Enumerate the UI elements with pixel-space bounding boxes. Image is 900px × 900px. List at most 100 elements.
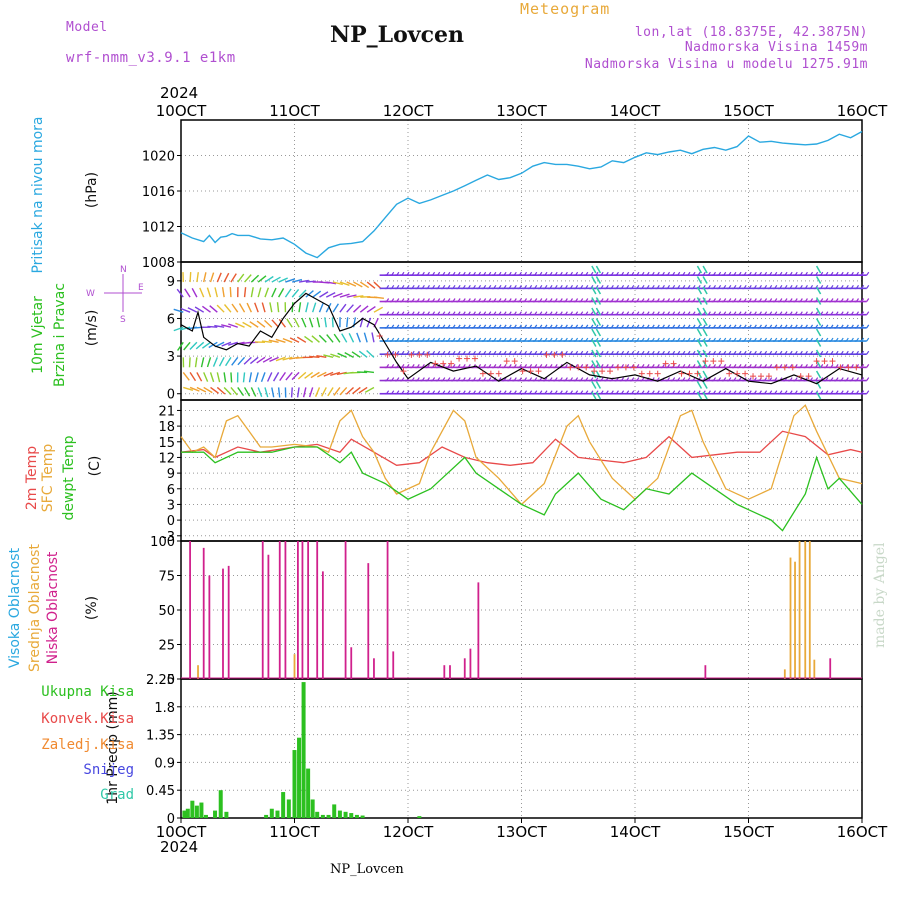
legend-convective: Konvek.Kisa [41,711,134,727]
wind-barb [278,318,286,328]
year-bottom-label: 2024 [160,838,199,856]
wind-barb [696,391,703,400]
wind-barb [261,340,272,343]
wind-barb [330,371,341,376]
wind-barb [254,302,259,313]
wind-barb [279,371,286,382]
wind-barb [702,391,708,400]
wind-barb [324,317,327,328]
wind-barb [246,302,253,313]
wind-barb [595,381,602,389]
wind-barb [302,387,307,398]
legend-freezing: Zaledj.Kisa [41,737,134,753]
wind-barb [271,287,277,298]
x-tick-label-top: 13OCT [496,102,547,120]
y-tick-label: 18 [158,420,175,435]
wind-barb [366,281,376,289]
coords-label: lon,lat (18.8375E, 42.3875N) [634,25,868,40]
wind-barb [223,272,230,283]
precip-bar [343,811,348,818]
wind-barb [277,387,281,398]
wind-barb [223,304,232,313]
wind-barb [271,319,280,328]
wind-barb [206,357,212,368]
wind-barb [268,339,279,343]
wind-barb [243,387,251,397]
wind-barb [216,386,226,395]
y-tick-label: -3 [162,530,175,545]
wind-barb [366,349,375,358]
wind-barb [815,328,822,337]
precip-bar [286,799,291,818]
wind-barb [595,276,602,284]
wind-barb [866,324,870,329]
wind-barb [316,371,327,378]
precip-bar [315,811,320,818]
wind-barb [345,386,355,395]
y-tick-label: 0 [167,388,175,403]
wind-barb [344,351,354,358]
wind-barb [183,386,194,391]
wind-barb [298,302,302,313]
wind-barb [189,341,198,350]
precip-bar [306,768,311,818]
wind-barb [221,341,232,347]
y-tick-label: 2.25 [146,673,175,688]
x-tick-label-bottom: 15OCT [723,823,774,841]
wind-barb [291,288,300,298]
wind-barb [696,370,703,379]
precip-bar [326,814,331,818]
wind-barb [223,372,227,383]
wind-barb [282,356,293,361]
wind-barb [815,265,822,274]
wind-barb [595,328,602,337]
precip-bar [349,813,354,818]
wind-barb [216,304,225,313]
wind-barb [260,372,266,383]
wind-barb [595,286,602,295]
y-tick-label: 1012 [142,221,175,236]
wind-barb [257,387,263,398]
y-tick-label: 15 [158,436,175,451]
wind-barb [264,275,274,283]
wind-barb [285,371,293,381]
wind-barb [238,303,246,313]
wind-barb [182,371,190,381]
wind-barb [173,326,184,332]
wind-barb [261,302,266,313]
compass-s-label: S [120,315,126,322]
wind-barb [308,317,314,328]
wind-barb [373,296,384,299]
wind-barb [200,357,205,368]
wind-barb [249,321,259,328]
wind-barb [216,372,221,383]
wind-barb [189,386,200,392]
wind-barb [373,306,384,313]
wind-barb [346,294,357,298]
wind-barb [591,265,597,274]
wind-barb [209,272,215,283]
wind-barb [591,381,597,389]
year-top-label: 2024 [160,84,199,102]
y-tick-label: 0.9 [154,756,175,771]
wind-barb [230,372,233,383]
x-tick-label-top: 14OCT [610,102,661,120]
wind-barb [702,318,708,326]
x-tick-label-bottom: 16OCT [837,823,888,841]
wind-barb [327,387,334,397]
wind-barb [264,287,270,298]
wind-barb [180,326,191,331]
precip-bar [297,737,302,818]
wind-barb [235,322,245,328]
model-altitude-label: Nadmorska Visina u modelu 1275.91m [584,57,868,72]
wind-barb [332,292,343,298]
y-tick-label: 1.8 [154,701,175,716]
wind-barb [248,372,253,383]
page-title: NP_Lovcen [330,22,464,48]
wind-barb [321,387,327,397]
wind-barb [271,387,275,398]
wind-barb [187,307,198,313]
wind-barb [866,298,870,302]
precip-bar [360,815,365,818]
wind-barb [346,304,354,313]
